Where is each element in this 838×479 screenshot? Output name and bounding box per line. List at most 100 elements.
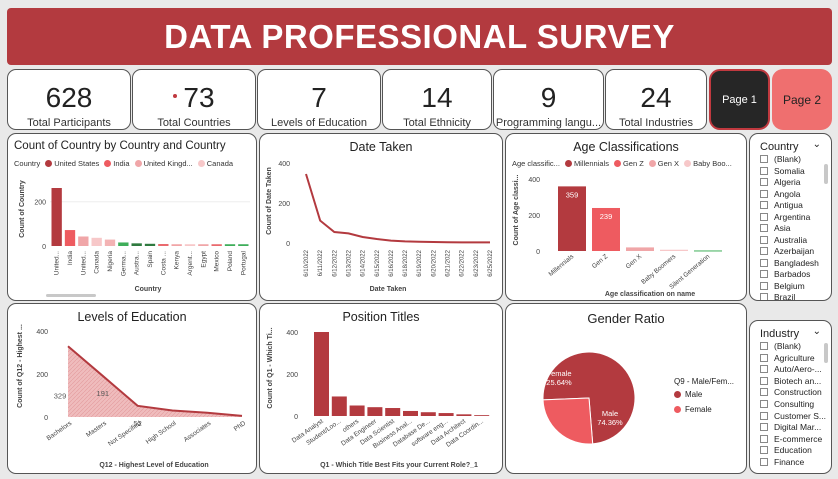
slicer-item[interactable]: Asia	[760, 223, 791, 233]
country-slicer-scrollbar[interactable]	[824, 164, 828, 184]
legend-dot	[648, 160, 656, 167]
checkbox[interactable]	[760, 353, 768, 362]
page-2-label: Page 2	[782, 92, 822, 107]
x-axis-title: Date Taken	[370, 286, 407, 293]
slicer-item[interactable]: Belgium	[760, 281, 805, 291]
checkbox[interactable]	[760, 400, 768, 408]
x-tick-label: Gen X	[625, 253, 644, 271]
slicer-item[interactable]: Construction	[760, 387, 822, 397]
position-bar	[474, 415, 490, 416]
checkbox[interactable]	[760, 446, 768, 455]
y-tick-label: 400	[278, 161, 290, 168]
slicer-item[interactable]: Angola	[760, 189, 800, 199]
checkbox[interactable]	[760, 411, 768, 420]
slicer-item[interactable]: Consulting	[760, 399, 814, 409]
slicer-item[interactable]: Australia	[760, 235, 807, 245]
slicer-item[interactable]: (Blank)	[760, 154, 801, 164]
checkbox[interactable]	[760, 189, 768, 198]
industry-slicer-scrollbar[interactable]	[824, 343, 828, 363]
age-chart-legend: Age classific... Millennials Gen Z Gen X…	[512, 159, 732, 168]
chevron-down-icon[interactable]: ⌄	[812, 326, 821, 337]
country-bar	[51, 188, 62, 246]
checkbox[interactable]	[760, 258, 768, 267]
checkbox[interactable]	[760, 166, 768, 175]
checkbox[interactable]	[760, 342, 768, 350]
y-tick-label: 0	[294, 414, 298, 421]
checkbox[interactable]	[760, 365, 768, 374]
slicer-item[interactable]: Auto/Aero-...	[760, 364, 822, 374]
slicer-item[interactable]: Agriculture	[760, 353, 815, 363]
legend-item-male[interactable]: Male	[674, 390, 734, 399]
checkbox[interactable]	[760, 178, 768, 186]
checkbox[interactable]	[760, 458, 768, 466]
slicer-item[interactable]: Digital Mar...	[760, 422, 821, 432]
kpi-value: 73	[173, 83, 215, 113]
legend-item[interactable]: Millennials	[573, 159, 609, 168]
x-tick-label: 6/19/2022	[417, 249, 423, 276]
slicer-item-label: Digital Mar...	[774, 422, 822, 433]
checkbox[interactable]	[760, 247, 768, 255]
slicer-item[interactable]: Somalia	[760, 166, 805, 176]
checkbox[interactable]	[760, 293, 768, 300]
legend-item[interactable]: Gen Z	[622, 159, 644, 168]
checkbox[interactable]	[760, 434, 768, 443]
checkbox[interactable]	[760, 201, 768, 209]
position-bar	[367, 407, 383, 416]
checkbox[interactable]	[760, 155, 768, 163]
checkbox[interactable]	[760, 270, 768, 278]
x-tick-label: 6/25/2022	[488, 249, 494, 276]
legend-dot	[197, 160, 205, 167]
checkbox[interactable]	[760, 376, 768, 385]
slicer-item[interactable]: Brazil	[760, 292, 796, 301]
slicer-item[interactable]: Antigua	[760, 200, 803, 210]
country-slicer-header: Country	[760, 141, 799, 153]
age-bar	[660, 249, 688, 251]
chevron-down-icon[interactable]: ⌄	[812, 139, 821, 150]
legend-item[interactable]: United States	[54, 159, 100, 168]
slicer-item[interactable]: (Blank)	[760, 341, 801, 351]
country-bar	[198, 244, 209, 246]
slicer-item[interactable]: Barbados	[760, 269, 810, 279]
slicer-item[interactable]: Education	[760, 445, 812, 455]
checkbox[interactable]	[760, 281, 768, 290]
slicer-item-label: Brazil	[774, 292, 796, 301]
slicer-item-label: (Blank)	[774, 154, 801, 164]
legend-item[interactable]: United Kingd...	[143, 159, 193, 168]
slicer-item[interactable]: Argentina	[760, 212, 810, 222]
legend-item[interactable]: Gen X	[657, 159, 680, 168]
kpi-programming-languages: 9 Programming langu...	[493, 69, 604, 130]
date-chart-card: Date Taken 400 200 0 6/10/2022 6/11/2022 6/12…	[259, 133, 503, 301]
gender-legend: Q9 - Male/Fem... Male Female	[674, 377, 734, 414]
legend-item[interactable]: India	[113, 159, 130, 168]
pie-slice-female	[542, 397, 594, 445]
x-tick-label: Masters	[85, 419, 109, 438]
legend-label: Age classific...	[512, 159, 560, 168]
legend-item[interactable]: Baby Boo...	[693, 159, 732, 168]
x-tick-label: 6/14/2022	[361, 249, 367, 276]
checkbox[interactable]	[760, 388, 768, 397]
gender-chart-card: Gender Ratio Male 74.36% Female 25.64% Q9 -…	[505, 303, 747, 474]
checkbox[interactable]	[760, 235, 768, 244]
legend-dot	[684, 160, 692, 167]
checkbox[interactable]	[760, 212, 768, 221]
kpi-total-countries: 73 Total Countries	[132, 69, 256, 130]
legend-item-female[interactable]: Female	[674, 405, 734, 414]
x-tick-label: 6/12/2022	[332, 249, 338, 276]
slicer-item[interactable]: E-commerce	[760, 434, 822, 444]
slicer-item[interactable]: Biotech an...	[760, 376, 821, 386]
page-1-button[interactable]: Page 1	[709, 69, 770, 130]
education-chart-title: Levels of Education	[77, 310, 187, 324]
slicer-item[interactable]: Customer S...	[760, 411, 826, 421]
legend-item[interactable]: Canada	[206, 159, 234, 168]
slicer-item[interactable]: Finance	[760, 457, 804, 467]
slicer-item[interactable]: Algeria	[760, 177, 800, 187]
gender-pie-chart: Male 74.36% Female 25.64%	[542, 351, 636, 445]
checkbox[interactable]	[760, 224, 768, 232]
checkbox[interactable]	[760, 423, 768, 432]
slicer-item[interactable]: Bangladesh	[760, 258, 819, 268]
pie-label-female: Female 25.64%	[546, 369, 572, 387]
x-tick-label: High School	[145, 420, 178, 446]
gender-chart-title: Gender Ratio	[587, 311, 665, 326]
slicer-item[interactable]: Azerbaijan	[760, 246, 814, 256]
page-2-button[interactable]: Page 2	[772, 69, 832, 130]
